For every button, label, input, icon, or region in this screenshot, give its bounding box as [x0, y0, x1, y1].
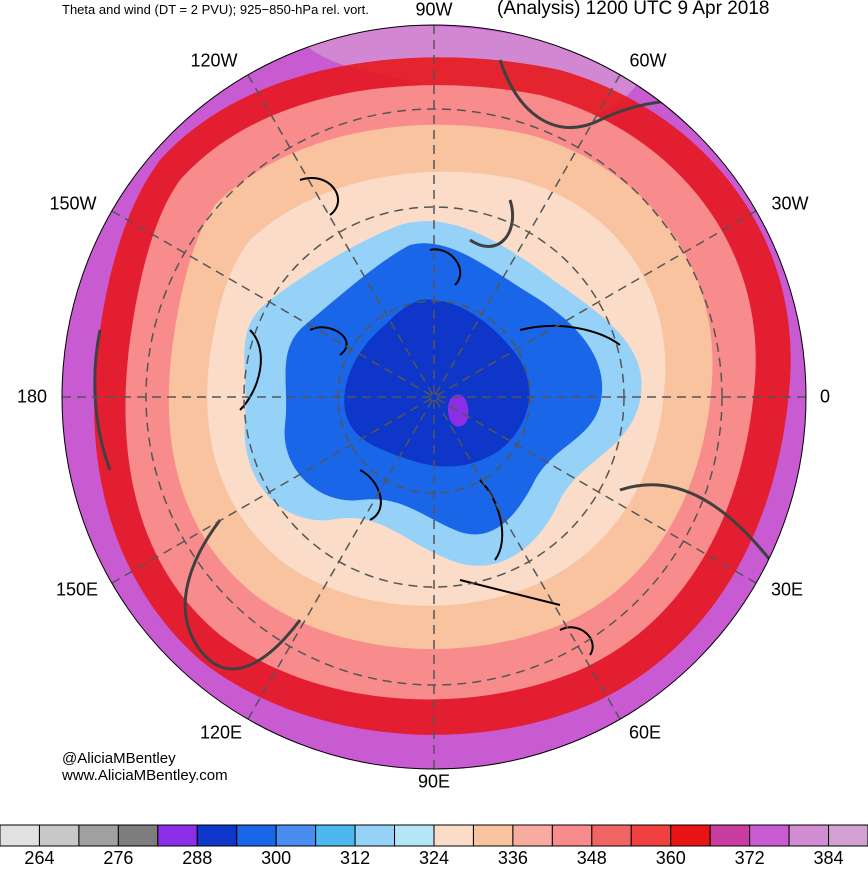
colorbar-tick-label: 324	[418, 848, 450, 868]
colorbar-swatch	[551, 824, 593, 847]
colorbar-swatch	[394, 824, 435, 847]
lon-label-90w: 90W	[415, 0, 453, 20]
lon-label-120w: 120W	[190, 50, 238, 71]
colorbar-swatch	[236, 824, 277, 847]
credit-site: www.AliciaMBentley.com	[62, 767, 228, 784]
lon-label-30w: 30W	[771, 193, 809, 214]
colorbar-swatch	[630, 824, 672, 847]
colorbar-swatch	[591, 824, 632, 847]
colorbar-tick-label: 336	[497, 848, 528, 868]
colorbar-swatch	[709, 824, 751, 847]
colorbar-tick-label: 348	[576, 848, 607, 868]
colorbar-tick-label: 288	[182, 848, 213, 868]
colorbar-swatch	[512, 824, 553, 847]
credit: @AliciaMBentley www.AliciaMBentley.com	[62, 750, 228, 784]
colorbar-swatch	[472, 824, 514, 847]
colorbar-tick-label: 360	[655, 848, 686, 868]
colorbar-tick-label: 372	[734, 848, 765, 868]
lon-label-30e: 30E	[770, 579, 804, 600]
lon-label-0: 0	[819, 386, 831, 407]
colorbar-swatch	[157, 824, 198, 847]
colorbar-swatch	[433, 824, 474, 847]
colorbar-tick-label: 384	[813, 848, 844, 868]
title-left: Theta and wind (DT = 2 PVU); 925−850-hPa…	[62, 2, 369, 17]
colorbar-swatch	[749, 824, 790, 847]
colorbar-swatch	[670, 824, 711, 847]
colorbar-swatch	[315, 824, 356, 847]
lon-label-60w: 60W	[629, 50, 667, 71]
colorbar-swatch	[78, 824, 119, 847]
credit-handle: @AliciaMBentley	[62, 750, 176, 767]
colorbar-swatch	[0, 824, 40, 847]
colorbar-swatch	[275, 824, 317, 847]
theta-band-purple	[447, 394, 469, 427]
colorbar-swatch	[196, 824, 238, 847]
colorbar	[0, 824, 868, 847]
lon-label-150e: 150E	[55, 579, 99, 600]
colorbar-swatch	[38, 824, 80, 847]
colorbar-tick-label: 300	[261, 848, 292, 868]
lon-label-150w: 150W	[49, 193, 97, 214]
title-right: (Analysis) 1200 UTC 9 Apr 2018	[497, 0, 770, 19]
colorbar-tick-label: 276	[103, 848, 134, 868]
map-border	[61, 24, 807, 770]
lon-label-120e: 120E	[199, 722, 243, 743]
lon-label-60e: 60E	[628, 722, 662, 743]
colorbar-swatch	[788, 824, 830, 847]
graticule	[62, 25, 806, 769]
lon-label-90e: 90E	[417, 771, 451, 792]
colorbar-tick-label: 312	[340, 848, 371, 868]
polar-map	[61, 24, 807, 770]
colorbar-tick-label: 264	[24, 848, 55, 868]
colorbar-swatch	[828, 824, 868, 847]
lon-label-180: 180	[16, 386, 48, 407]
vorticity-contours	[239, 177, 621, 656]
colorbar-swatch	[117, 824, 159, 847]
colorbar-swatch	[354, 824, 396, 847]
